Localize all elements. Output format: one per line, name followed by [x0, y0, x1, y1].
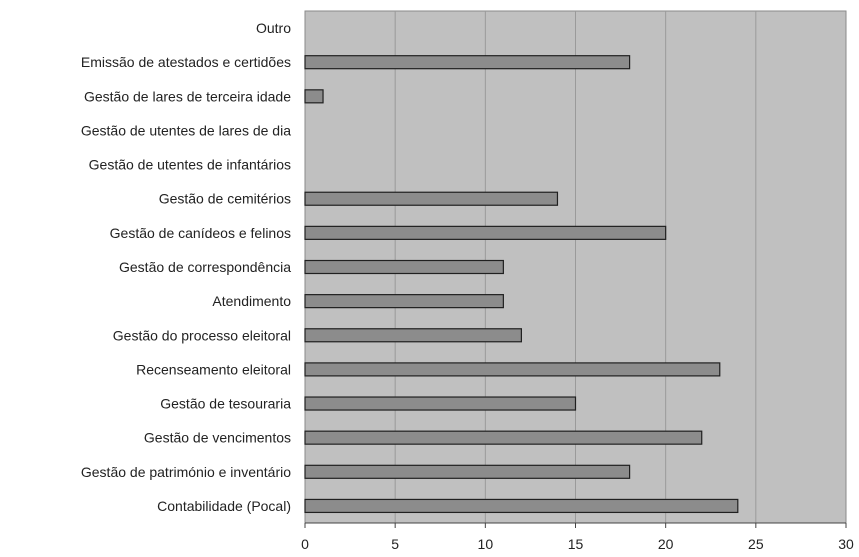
x-tick-label: 0: [301, 536, 309, 552]
category-label: Emissão de atestados e certidões: [81, 54, 291, 70]
category-label: Gestão de vencimentos: [144, 430, 291, 446]
category-label: Gestão de património e inventário: [81, 464, 291, 480]
category-label: Gestão de utentes de lares de dia: [81, 122, 291, 138]
category-label: Gestão de tesouraria: [160, 396, 291, 412]
x-axis-ticks: 0 5 10 15 20 25 30: [301, 523, 854, 552]
bar: [304, 328, 522, 343]
bar: [304, 464, 631, 479]
bar: [304, 362, 721, 377]
bar: [304, 259, 504, 275]
x-tick-label: 20: [658, 536, 674, 552]
bar: [304, 498, 739, 514]
bar: [304, 89, 324, 104]
category-label: Gestão de cemitérios: [159, 191, 291, 207]
x-tick-label: 15: [568, 536, 584, 552]
x-tick-label: 5: [391, 536, 399, 552]
bar: [304, 225, 667, 240]
x-tick-label: 25: [748, 536, 764, 552]
category-label: Outro: [256, 20, 291, 36]
x-tick-label: 30: [838, 536, 854, 552]
category-label: Atendimento: [212, 293, 291, 309]
category-label: Gestão de lares de terceira idade: [84, 88, 291, 104]
bar: [304, 55, 631, 70]
category-label: Recenseamento eleitoral: [136, 361, 291, 377]
bar: [304, 294, 504, 309]
category-labels: Outro Emissão de atestados e certidões Ges…: [81, 20, 291, 514]
bar: [304, 430, 703, 445]
bars: [304, 55, 739, 514]
bar: [304, 396, 577, 411]
category-label: Gestão de utentes de infantários: [89, 157, 291, 173]
x-tick-label: 10: [478, 536, 494, 552]
category-label: Gestão do processo eleitoral: [113, 327, 291, 343]
category-label: Gestão de correspondência: [119, 259, 291, 275]
category-label: Contabilidade (Pocal): [157, 498, 291, 514]
category-label: Gestão de canídeos e felinos: [110, 225, 291, 241]
bar: [304, 191, 559, 206]
